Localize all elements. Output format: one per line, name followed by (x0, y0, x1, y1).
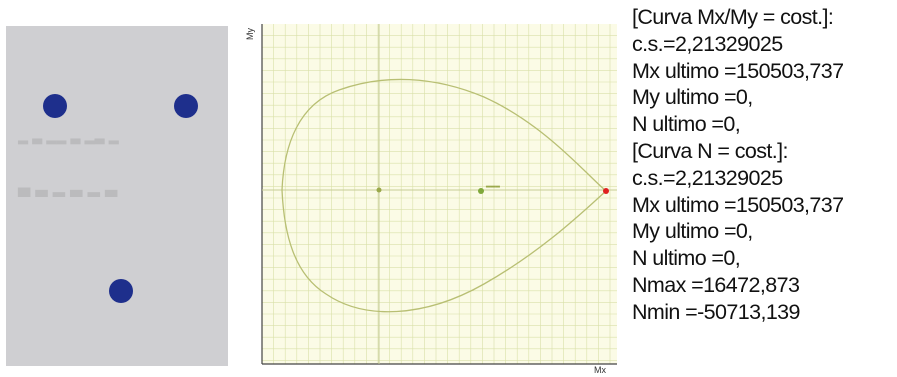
results-line: [Curva Mx/My = cost.]: (632, 5, 834, 29)
centroid-marker (376, 187, 382, 193)
faded-background-text: ▄ ▃ ▂ ▃ ▂ ▃ (18, 178, 118, 197)
faded-background-text: ▂ ▃ ▂▂ ▃ ▂▃ ▂ (18, 130, 119, 145)
results-line: N ultimo =0, (632, 112, 741, 137)
results-line: c.s.=2,21329025 (632, 31, 783, 56)
results-line: [Curva N = cost.]: (632, 138, 788, 163)
x-axis-label: Mx (594, 365, 606, 374)
rebar-top-right[interactable] (174, 94, 198, 118)
grid-lines (262, 24, 617, 364)
ultimate-point-marker[interactable] (603, 188, 609, 194)
results-line: My ultimo =0, (632, 219, 753, 244)
plot-background (262, 24, 617, 364)
results-line: Nmin =-50713,139 (632, 299, 800, 324)
results-panel: [Curva Mx/My = cost.]: c.s.=2,21329025 M… (632, 4, 897, 376)
rebar-bottom[interactable] (109, 279, 133, 303)
load-point-marker[interactable] (478, 188, 484, 194)
section-panel: ▂ ▃ ▂▂ ▃ ▂▃ ▂ ▄ ▃ ▂ ▃ ▂ ▃ (6, 26, 228, 366)
load-point-label-mark: ▂▂▂ (485, 182, 500, 188)
rebar-top-left[interactable] (43, 94, 67, 118)
interaction-diagram[interactable]: ▂▂▂ My Mx (244, 14, 629, 374)
interaction-domain-curve (281, 78, 607, 313)
results-line: c.s.=2,21329025 (632, 165, 783, 190)
results-line: Nmax =16472,873 (632, 272, 800, 297)
y-axis-label: My (245, 28, 255, 40)
results-line: My ultimo =0, (632, 85, 753, 110)
results-line: Mx ultimo =150503,737 (632, 192, 844, 217)
results-line: N ultimo =0, (632, 246, 741, 271)
results-line: Mx ultimo =150503,737 (632, 58, 844, 83)
diagram-canvas: ▂▂▂ My Mx (245, 24, 617, 374)
